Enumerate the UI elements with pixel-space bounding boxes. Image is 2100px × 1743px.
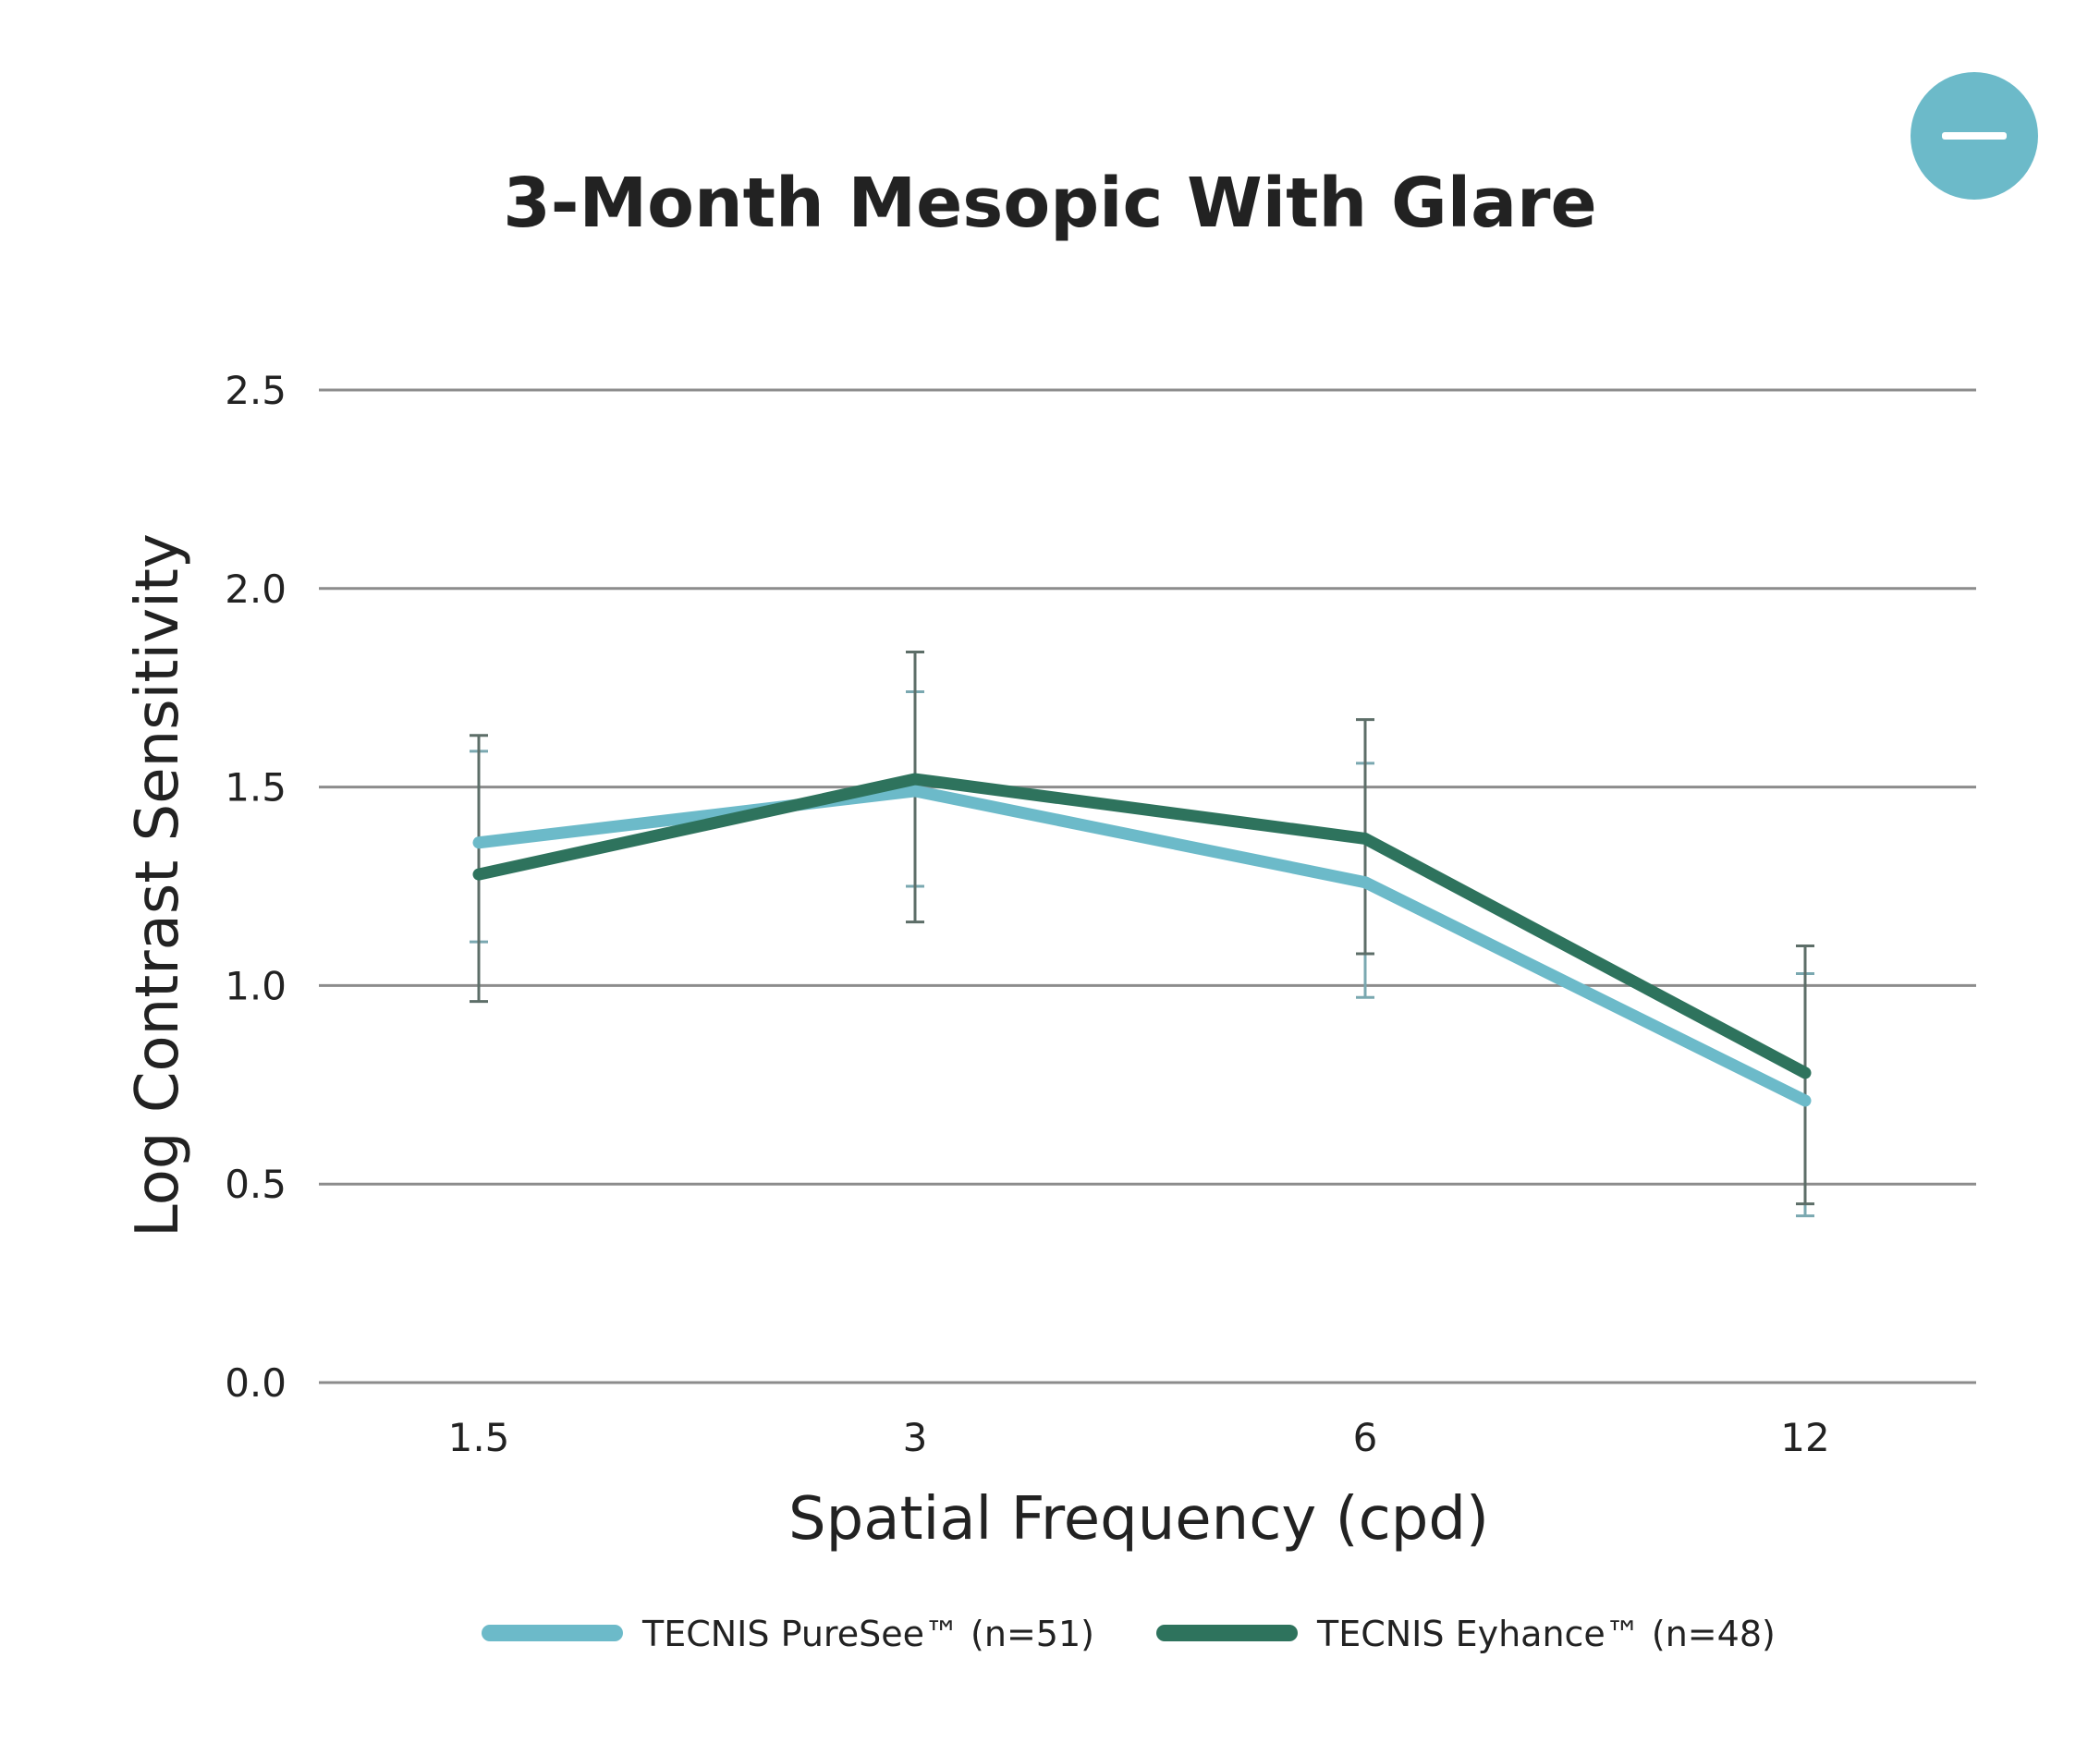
y-tick-label: 0.0	[225, 1360, 287, 1406]
data-point	[1800, 1094, 1811, 1106]
y-tick-label: 2.0	[225, 567, 287, 612]
y-axis-ticks: 0.0 0.5 1.0 1.5 2.0 2.5	[225, 368, 287, 1406]
data-point	[910, 785, 921, 797]
minus-icon	[1942, 132, 2007, 140]
x-tick-label: 12	[1780, 1415, 1829, 1460]
data-point	[473, 836, 484, 848]
series-line-1	[472, 785, 1812, 1107]
data-point	[1800, 1067, 1811, 1079]
data-point	[473, 869, 484, 881]
data-point	[910, 774, 921, 786]
series-line-2	[472, 773, 1812, 1079]
legend-label: TECNIS PureSee™ (n=51)	[641, 1614, 1094, 1654]
grid-lines	[319, 388, 1976, 1384]
collapse-button[interactable]	[1911, 72, 2038, 200]
legend-item-1: TECNIS PureSee™ (n=51)	[482, 1614, 1094, 1654]
x-axis-label: Spatial Frequency (cpd)	[788, 1485, 1489, 1554]
x-tick-label: 1.5	[448, 1415, 510, 1460]
y-tick-label: 2.5	[225, 368, 287, 413]
data-series	[470, 651, 1814, 1218]
data-point	[1360, 833, 1371, 845]
legend-item-2: TECNIS Eyhance™ (n=48)	[1156, 1614, 1776, 1654]
y-axis-label: Log Contrast Sensitivity	[124, 533, 192, 1237]
x-axis-ticks: 1.5 3 6 12	[448, 1415, 1830, 1460]
x-tick-label: 6	[1353, 1415, 1378, 1460]
x-tick-label: 3	[903, 1415, 928, 1460]
legend-label: TECNIS Eyhance™ (n=48)	[1316, 1614, 1776, 1654]
y-tick-label: 0.5	[225, 1162, 287, 1207]
error-bars-series-1	[470, 689, 1814, 1218]
y-tick-label: 1.5	[225, 765, 287, 811]
legend: TECNIS PureSee™ (n=51) TECNIS Eyhance™ (n…	[482, 1614, 1776, 1654]
data-point	[1360, 876, 1371, 888]
error-bars-series-2	[470, 651, 1814, 1206]
chart-title: 3-Month Mesopic With Glare	[503, 164, 1596, 243]
y-tick-label: 1.0	[225, 963, 287, 1008]
